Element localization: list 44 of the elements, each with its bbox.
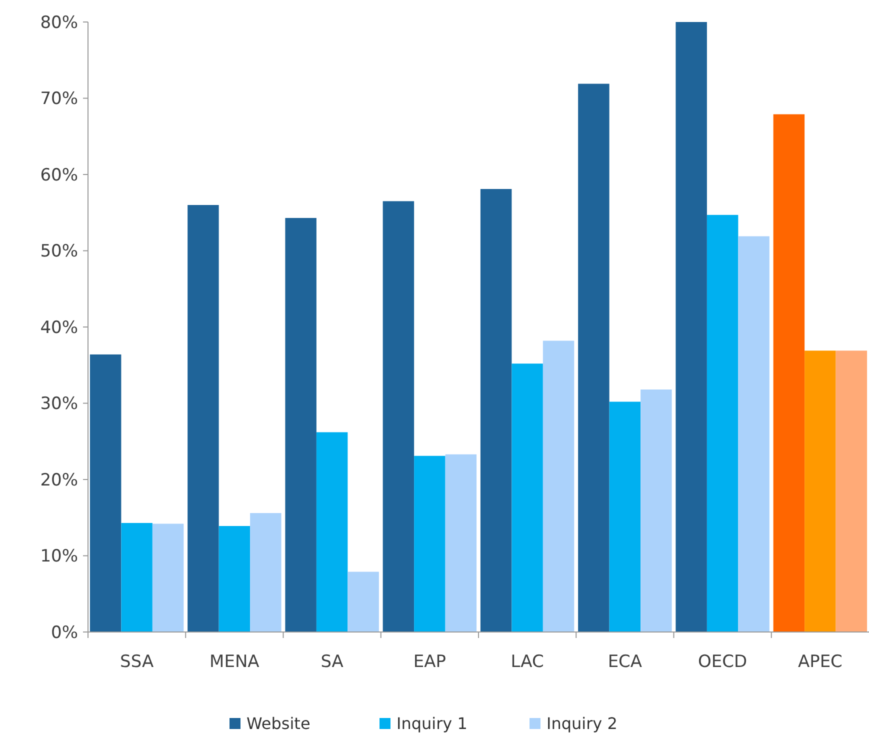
x-tick-label: ECA xyxy=(608,652,642,672)
bar xyxy=(414,456,446,632)
x-tick-label: LAC xyxy=(510,652,544,672)
bar xyxy=(316,432,348,632)
bar xyxy=(348,572,379,632)
y-tick-label: 80% xyxy=(40,12,78,33)
x-tick-label: MENA xyxy=(210,652,260,672)
y-tick-label: 30% xyxy=(40,394,78,414)
y-tick-label: 50% xyxy=(40,242,78,262)
bar xyxy=(382,201,414,632)
bar xyxy=(609,402,641,632)
bar xyxy=(188,205,219,632)
bar xyxy=(90,354,122,632)
y-tick-label: 60% xyxy=(40,165,78,186)
bar xyxy=(706,214,738,632)
legend-label: Website xyxy=(246,714,310,733)
bar xyxy=(640,390,672,632)
x-tick-label: EAP xyxy=(413,652,446,672)
bar xyxy=(836,350,868,632)
x-tick-label: SSA xyxy=(120,652,154,672)
y-tick-label: 0% xyxy=(51,622,78,643)
bar xyxy=(676,22,707,632)
legend-label: Inquiry 2 xyxy=(546,714,618,733)
x-tick-label: SA xyxy=(320,652,344,672)
y-tick-label: 70% xyxy=(40,89,78,110)
bar xyxy=(285,218,316,632)
bar xyxy=(121,522,152,632)
y-tick-label: 20% xyxy=(40,470,78,490)
bar xyxy=(480,188,512,632)
bar xyxy=(218,526,250,632)
bar xyxy=(152,524,184,632)
bar xyxy=(542,340,574,632)
bar xyxy=(738,236,770,632)
bar xyxy=(445,454,477,632)
y-tick-label: 40% xyxy=(40,318,78,338)
x-tick-label: OECD xyxy=(698,652,748,672)
bar xyxy=(804,350,836,632)
y-tick-label: 10% xyxy=(40,546,78,567)
bar xyxy=(250,513,282,632)
x-tick-label: APEC xyxy=(798,652,842,672)
legend-label: Inquiry 1 xyxy=(396,714,468,733)
bar xyxy=(512,364,543,632)
bar xyxy=(773,114,805,632)
bar xyxy=(578,84,610,632)
